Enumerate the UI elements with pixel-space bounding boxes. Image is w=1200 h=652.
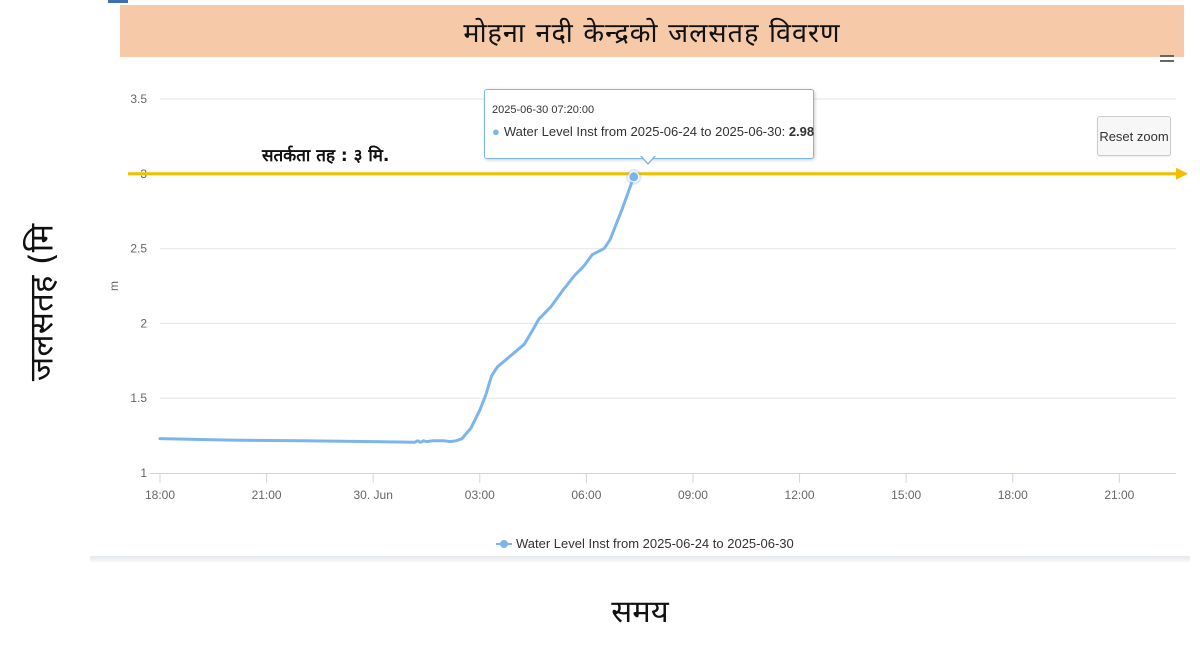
x-tick-label: 18:00: [998, 488, 1028, 502]
page-title: मोहना नदी केन्द्रको जलसतह विवरण: [463, 17, 841, 49]
highlight-point: [628, 171, 640, 183]
x-tick-label: 21:00: [1104, 488, 1134, 502]
y-axis-side-label: जलसतह (मि: [21, 223, 61, 382]
tooltip-row: ● Water Level Inst from 2025-06-24 to 202…: [492, 124, 814, 139]
reset-zoom-button[interactable]: Reset zoom: [1097, 116, 1171, 156]
y-tick-label: 1: [140, 466, 147, 480]
y-axis: 11.522.533.5m: [107, 92, 147, 480]
top-edge-mark: [108, 0, 128, 3]
y-tick-label: 3.5: [130, 92, 147, 106]
y-tick-label: 2.5: [130, 242, 147, 256]
legend-item[interactable]: Water Level Inst from 2025-06-24 to 2025…: [496, 536, 794, 551]
chart-panel-bottom-edge: [90, 556, 1190, 562]
x-tick-label: 06:00: [571, 488, 601, 502]
tooltip-time: 2025-06-30 07:20:00: [492, 104, 595, 116]
chart-menu-icon[interactable]: [1160, 55, 1174, 67]
tooltip-series-dot-icon: ●: [492, 124, 500, 139]
x-tick-label: 03:00: [465, 488, 495, 502]
x-tick-label: 12:00: [785, 488, 815, 502]
tooltip-colon: :: [781, 124, 789, 139]
tooltip-pointer-fill: [641, 155, 655, 163]
y-tick-label: 1.5: [130, 391, 147, 405]
data-tooltip: 2025-06-30 07:20:00 ● Water Level Inst fr…: [484, 89, 814, 159]
x-axis-side-label: समय: [611, 594, 669, 630]
page-title-banner: मोहना नदी केन्द्रको जलसतह विवरण: [120, 5, 1184, 57]
x-tick-label: 18:00: [145, 488, 175, 502]
threshold-arrow-icon: [1176, 167, 1188, 180]
x-tick-label: 09:00: [678, 488, 708, 502]
tooltip-series-name: Water Level Inst from 2025-06-24 to 2025…: [503, 124, 782, 139]
y-axis-unit-label: m: [107, 281, 121, 291]
tooltip-value: 2.98: [788, 124, 815, 139]
legend-label: Water Level Inst from 2025-06-24 to 2025…: [516, 536, 794, 551]
x-tick-label: 30. Jun: [354, 488, 393, 502]
x-tick-label: 15:00: [891, 488, 921, 502]
x-tick-label: 21:00: [252, 488, 282, 502]
x-axis: 18:00 21:00 30. Jun 03:00 06:00 09:00 12:00 15:…: [145, 473, 1176, 502]
y-tick-label: 2: [140, 316, 147, 330]
series-line: [158, 175, 636, 444]
legend-line-marker-icon: [496, 539, 512, 549]
series-water-level[interactable]: [158, 168, 642, 444]
warning-level-label: सतर्कता तह : ३ मि.: [262, 146, 390, 166]
warning-threshold: [128, 167, 1188, 180]
